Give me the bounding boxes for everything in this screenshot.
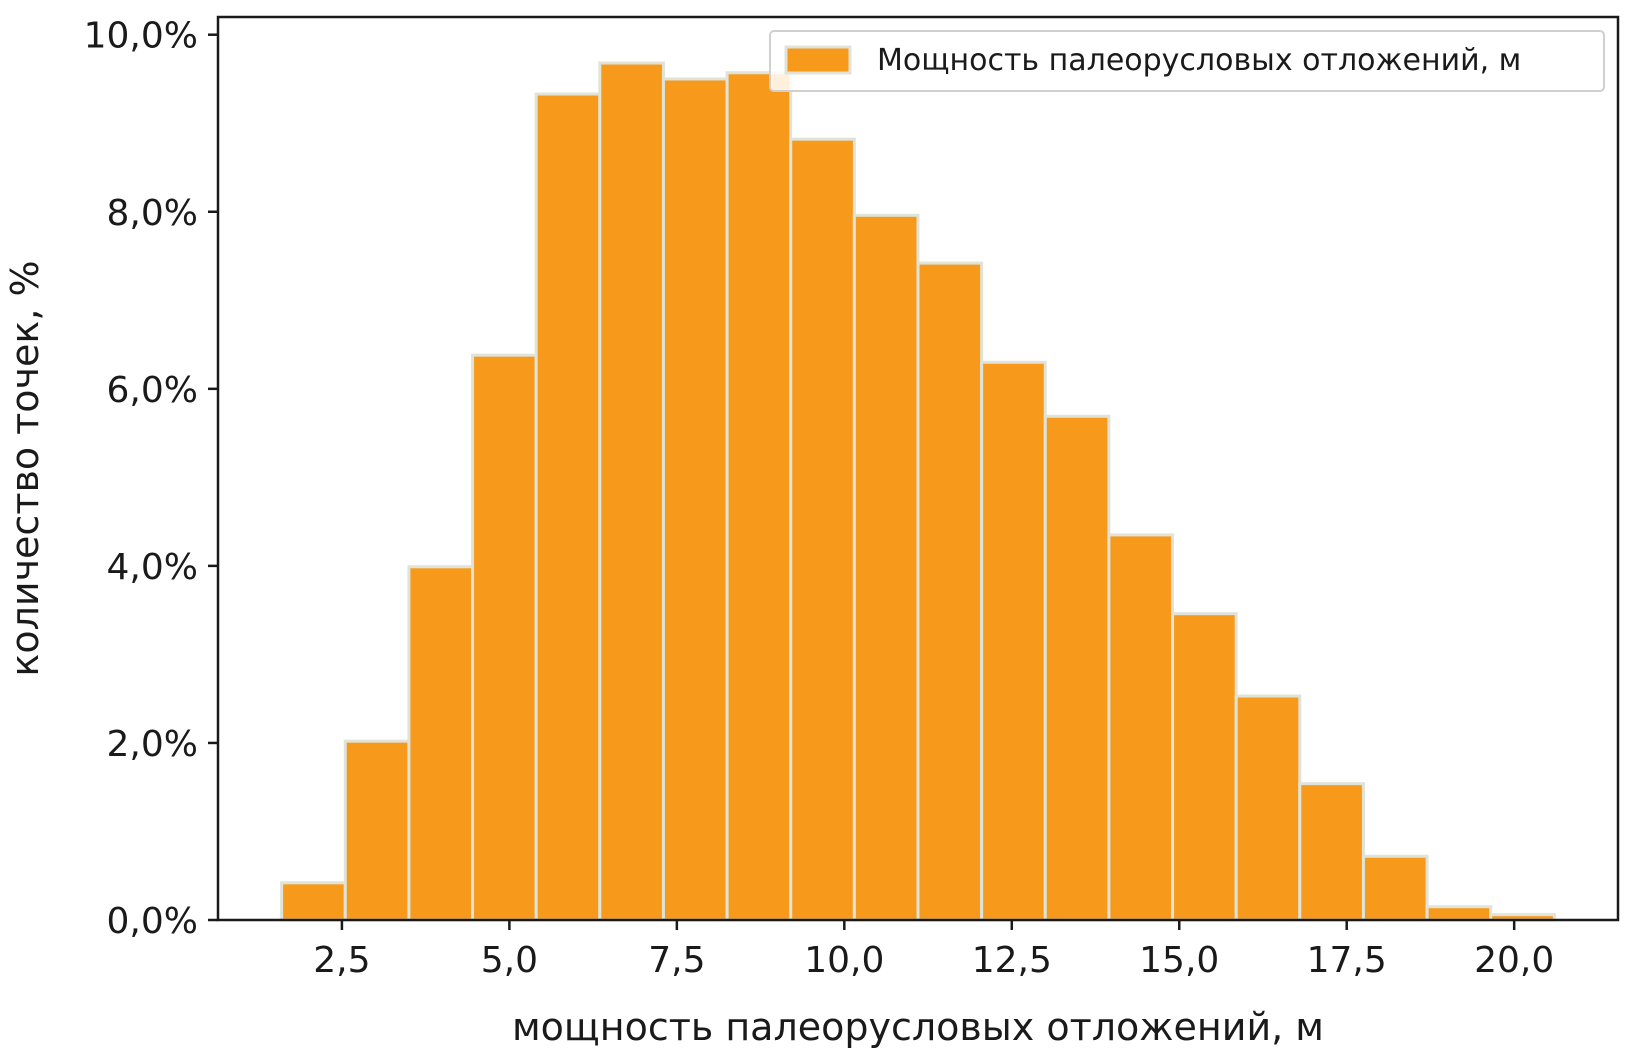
legend-entry-label: Мощность палеорусловых отложений, м (877, 43, 1521, 78)
x-axis-label: мощность палеорусловых отложений, м (512, 1005, 1324, 1049)
histogram-bar (1107, 533, 1175, 922)
x-tick-label: 10,0 (804, 940, 884, 981)
histogram-bar (1361, 854, 1429, 922)
x-tick-label: 17,5 (1307, 940, 1387, 981)
histogram-bar (1171, 612, 1238, 922)
bars-group (280, 61, 1556, 922)
histogram-bar (1043, 414, 1111, 922)
x-tick-label: 5,0 (481, 940, 538, 981)
x-tick-label: 2,5 (313, 940, 370, 981)
histogram-bar (471, 353, 538, 922)
histogram-bar (852, 213, 920, 922)
axes-group (216, 15, 1620, 922)
histogram-bar (534, 92, 602, 922)
legend-swatch (784, 45, 852, 75)
x-tick-label: 7,5 (648, 940, 705, 981)
y-tick-label: 10,0% (84, 16, 198, 57)
x-tick-label: 20,0 (1474, 940, 1554, 981)
histogram-bar (1425, 905, 1493, 922)
y-tick-label: 2,0% (107, 724, 198, 765)
y-tick-label: 4,0% (107, 547, 198, 588)
histogram-bar (1298, 782, 1365, 922)
histogram-bar (725, 71, 793, 922)
histogram-bar (280, 881, 347, 922)
y-tick-label: 0,0% (107, 901, 198, 942)
y-tick-label: 8,0% (107, 193, 198, 234)
y-tick-label: 6,0% (107, 370, 198, 411)
x-tick-label: 15,0 (1139, 940, 1219, 981)
x-tick-label: 12,5 (972, 940, 1052, 981)
histogram-bar (598, 61, 665, 922)
legend: Мощность палеорусловых отложений, м (769, 30, 1605, 92)
histogram-bar (661, 77, 729, 922)
x-ticks-group: 2,5 5,0 7,5 10,0 12,5 15,0 17,5 20,0 (313, 920, 1554, 981)
histogram-bar (407, 565, 475, 922)
histogram-bar (1234, 694, 1302, 922)
legend-box (769, 30, 1605, 92)
y-ticks-group: 0,0% 2,0% 4,0% 6,0% 8,0% 10,0% (84, 16, 218, 942)
y-axis-label: количество точек, % (3, 260, 47, 676)
histogram-bar (916, 261, 984, 922)
plot-frame (216, 15, 1620, 922)
histogram-bar (980, 360, 1047, 922)
histogram-bar (789, 137, 856, 922)
histogram-bar (343, 739, 411, 922)
